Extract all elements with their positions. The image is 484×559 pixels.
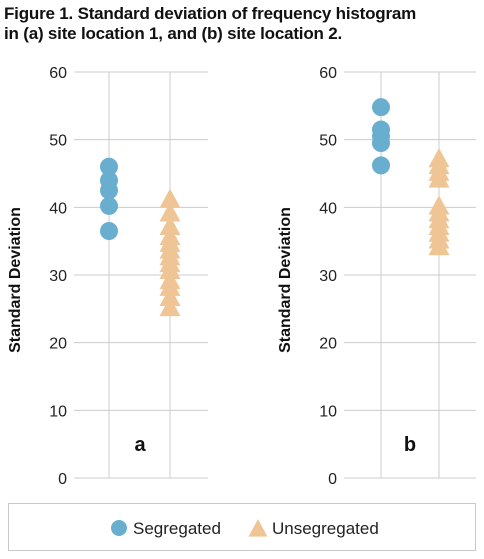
- legend-marker-unsegregated: [248, 519, 268, 537]
- figure-title: Figure 1. Standard deviation of frequenc…: [4, 4, 482, 44]
- figure-title-line-1: Figure 1. Standard deviation of frequenc…: [4, 4, 417, 23]
- data-point-unsegregated: [159, 188, 181, 208]
- data-point-segregated: [372, 156, 390, 175]
- y-tick-label: 30: [319, 268, 337, 285]
- panel-label: b: [404, 434, 416, 456]
- panel-label: a: [134, 434, 146, 456]
- y-axis-label: Standard Deviation: [277, 207, 294, 353]
- data-point-unsegregated: [159, 286, 181, 307]
- y-tick-label: 0: [328, 471, 337, 488]
- y-tick-label: 40: [319, 200, 337, 217]
- chart-panel-b: 0 10 20 30 40 50 60 Standard Deviation b: [277, 65, 476, 488]
- legend: Segregated Unsegregated: [111, 519, 379, 538]
- y-tick-label: 50: [319, 133, 337, 150]
- data-point-unsegregated: [159, 296, 181, 317]
- data-point-unsegregated: [428, 168, 450, 188]
- y-tick-label: 10: [319, 403, 337, 420]
- y-tick-label: 60: [49, 65, 67, 82]
- legend-marker-segregated: [111, 520, 127, 536]
- legend-label-unsegregated: Unsegregated: [272, 519, 379, 538]
- data-point-unsegregated: [159, 215, 181, 235]
- data-point-segregated: [100, 157, 118, 176]
- data-point-segregated: [100, 222, 118, 241]
- data-point-segregated: [100, 196, 118, 215]
- chart-panel-a: 0 10 20 30 40 50 60 Standard Deviation a: [7, 65, 208, 488]
- legend-label-segregated: Segregated: [133, 519, 221, 538]
- y-tick-label: 50: [49, 133, 67, 150]
- y-tick-label: 20: [49, 336, 67, 353]
- data-point-segregated: [100, 181, 118, 200]
- legend-box: [8, 503, 476, 551]
- data-point-segregated: [372, 134, 390, 153]
- y-axis-label: Standard Deviation: [7, 207, 24, 353]
- y-tick-label: 0: [58, 471, 67, 488]
- y-tick-label: 20: [319, 336, 337, 353]
- y-tick-label: 30: [49, 268, 67, 285]
- figure-title-line-2: in (a) site location 1, and (b) site loc…: [4, 24, 343, 43]
- y-tick-label: 60: [319, 65, 337, 82]
- y-tick-label: 40: [49, 200, 67, 217]
- data-point-unsegregated: [159, 276, 181, 296]
- data-point-unsegregated: [159, 202, 181, 222]
- data-point-segregated: [372, 98, 390, 117]
- data-point-unsegregated: [428, 235, 450, 256]
- y-tick-label: 10: [49, 403, 67, 420]
- data-point-unsegregated: [159, 259, 181, 279]
